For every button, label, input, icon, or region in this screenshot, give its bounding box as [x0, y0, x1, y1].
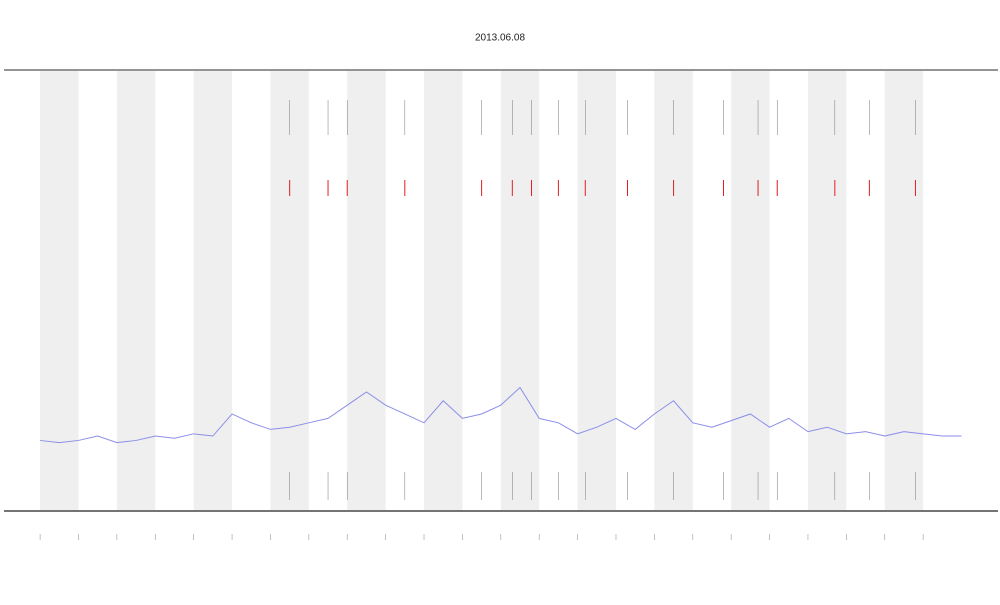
period-shade [807, 71, 847, 510]
period-shade [193, 71, 233, 510]
period-shade [731, 71, 770, 510]
period-shade [270, 71, 309, 510]
chart-title: 2013.06.08 [475, 33, 525, 44]
period-shade [424, 71, 463, 510]
period-shade [500, 71, 540, 510]
period-shade [347, 71, 386, 510]
period-shade [884, 71, 924, 510]
series-line [40, 386, 962, 444]
plot-background [40, 71, 924, 510]
period-shade [40, 71, 79, 510]
period-shade [577, 71, 616, 510]
period-shade [116, 71, 156, 510]
period-shade [654, 71, 693, 510]
